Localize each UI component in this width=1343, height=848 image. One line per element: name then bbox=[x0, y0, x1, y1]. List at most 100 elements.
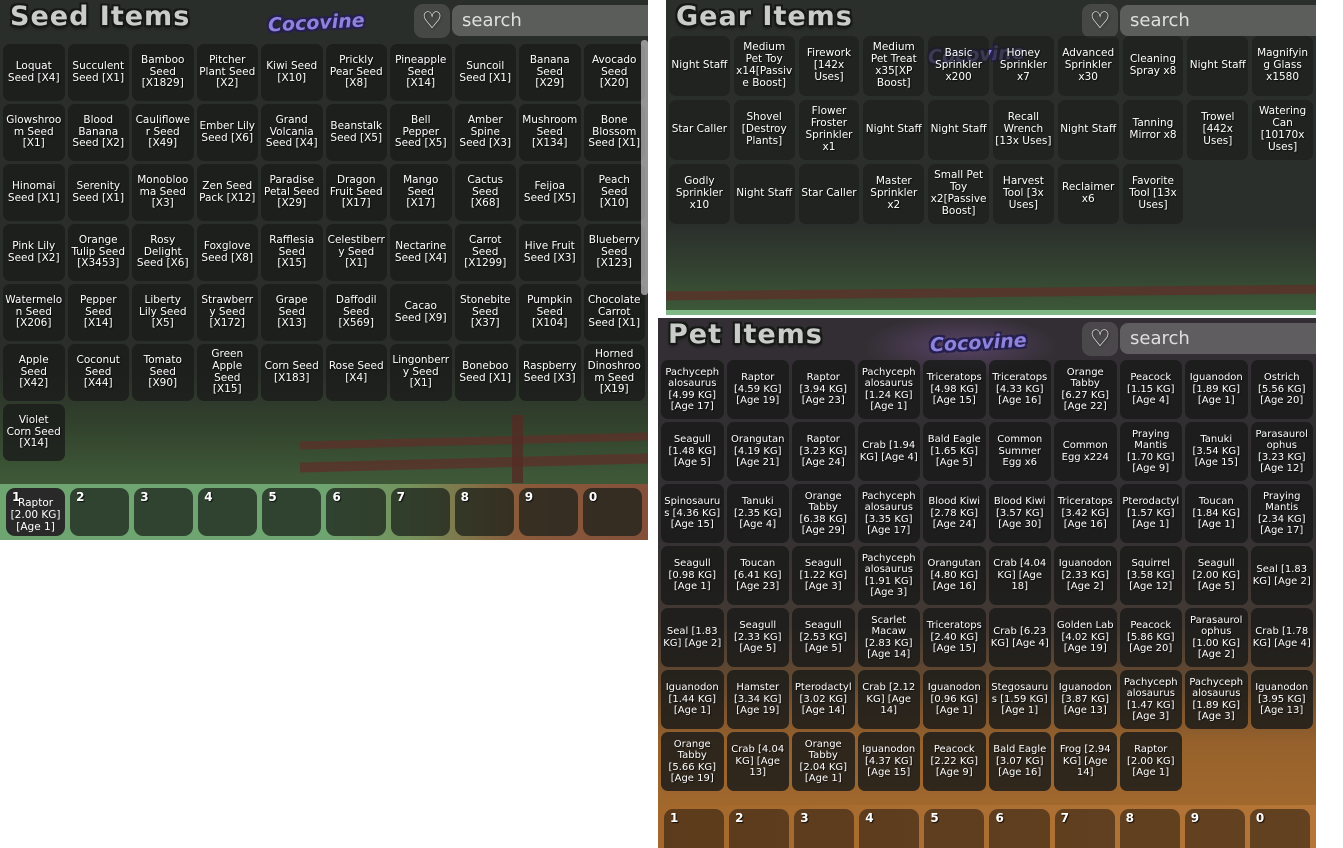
item-tile[interactable]: Mango Seed [X17] bbox=[390, 164, 452, 221]
item-tile[interactable]: Golden Lab [4.02 KG] [Age 19] bbox=[1054, 608, 1117, 667]
item-tile[interactable]: Loquat Seed [X4] bbox=[3, 44, 65, 101]
item-tile[interactable]: Orangutan [4.80 KG] [Age 16] bbox=[923, 546, 986, 605]
item-tile[interactable]: Honey Sprinkler x7 bbox=[992, 36, 1054, 96]
hotbar-slot[interactable]: 7 bbox=[1054, 809, 1115, 848]
item-tile[interactable]: Tanning Mirror x8 bbox=[1122, 100, 1184, 160]
item-tile[interactable]: Pineapple Seed [X14] bbox=[390, 44, 452, 101]
item-tile[interactable]: Mushroom Seed [X134] bbox=[519, 104, 581, 161]
item-tile[interactable]: Squirrel [3.58 KG] [Age 12] bbox=[1119, 546, 1182, 605]
item-tile[interactable]: Pterodactyl [1.57 KG] [Age 1] bbox=[1119, 484, 1182, 543]
favorites-heart-button[interactable]: ♡ bbox=[1082, 322, 1118, 356]
hotbar-slot[interactable]: 1 Raptor [2.00 KG] [Age 1] bbox=[6, 488, 66, 536]
item-tile[interactable]: Frog [2.94 KG] [Age 14] bbox=[1054, 732, 1117, 791]
item-tile[interactable]: Bell Pepper Seed [X5] bbox=[390, 104, 452, 161]
item-tile[interactable]: Bald Eagle [3.07 KG] [Age 16] bbox=[988, 732, 1051, 791]
item-tile[interactable]: Coconut Seed [X44] bbox=[67, 344, 129, 401]
item-tile[interactable]: Pachycephalosaurus [1.47 KG] [Age 3] bbox=[1119, 670, 1182, 729]
item-tile[interactable]: Night Staff bbox=[1187, 36, 1249, 96]
item-tile[interactable]: Rafflesia Seed [X15] bbox=[261, 224, 323, 281]
item-tile[interactable]: Peacock [2.22 KG] [Age 9] bbox=[923, 732, 986, 791]
item-tile[interactable]: Foxglove Seed [X8] bbox=[196, 224, 258, 281]
item-tile[interactable]: Ostrich [5.56 KG] [Age 20] bbox=[1250, 360, 1313, 419]
item-tile[interactable]: Parasaurolophus [3.23 KG] [Age 12] bbox=[1250, 422, 1313, 481]
hotbar-slot[interactable]: 2 bbox=[729, 809, 790, 848]
item-tile[interactable]: Triceratops [3.42 KG] [Age 16] bbox=[1054, 484, 1117, 543]
item-tile[interactable]: Iguanodon [1.44 KG] [Age 1] bbox=[661, 670, 724, 729]
item-tile[interactable]: Tanuki [3.54 KG] [Age 15] bbox=[1185, 422, 1248, 481]
item-tile[interactable]: Recall Wrench [13x Uses] bbox=[992, 100, 1054, 160]
item-tile[interactable]: Scarlet Macaw [2.83 KG] [Age 14] bbox=[857, 608, 920, 667]
item-tile[interactable]: Stegosaurus [1.59 KG] [Age 1] bbox=[988, 670, 1051, 729]
item-tile[interactable]: Iguanodon [1.89 KG] [Age 1] bbox=[1185, 360, 1248, 419]
item-tile[interactable]: Crab [2.12 KG] [Age 14] bbox=[857, 670, 920, 729]
item-tile[interactable]: Night Staff bbox=[863, 100, 925, 160]
item-tile[interactable]: Reclaimer x6 bbox=[1057, 164, 1119, 224]
hotbar-slot[interactable]: 7 bbox=[390, 488, 450, 536]
hotbar-slot[interactable]: 0 bbox=[582, 488, 642, 536]
item-tile[interactable]: Pachycephalosaurus [1.89 KG] [Age 3] bbox=[1185, 670, 1248, 729]
item-tile[interactable]: Boneboo Seed [X1] bbox=[454, 344, 516, 401]
item-tile[interactable]: Toucan [6.41 KG] [Age 23] bbox=[726, 546, 789, 605]
item-tile[interactable]: Basic Sprinkler x200 bbox=[928, 36, 989, 96]
item-tile[interactable]: Hamster [3.34 KG] [Age 19] bbox=[726, 670, 789, 729]
item-tile[interactable]: Monoblooma Seed [X3] bbox=[132, 164, 194, 221]
item-tile[interactable]: Triceratops [4.98 KG] [Age 15] bbox=[923, 360, 986, 419]
item-tile[interactable]: Grand Volcania Seed [X4] bbox=[261, 104, 323, 161]
hotbar-slot[interactable]: 9 bbox=[1184, 809, 1245, 848]
hotbar-slot[interactable]: 8 bbox=[454, 488, 514, 536]
item-tile[interactable]: Hive Fruit Seed [X3] bbox=[519, 224, 581, 281]
item-tile[interactable]: Cleaning Spray x8 bbox=[1122, 36, 1184, 96]
item-tile[interactable]: Prickly Pear Seed [X8] bbox=[325, 44, 387, 101]
item-tile[interactable]: Green Apple Seed [X15] bbox=[196, 344, 258, 401]
item-tile[interactable]: Crab [4.04 KG] [Age 13] bbox=[726, 732, 789, 791]
hotbar-slot[interactable]: 4 bbox=[859, 809, 920, 848]
item-tile[interactable]: Advanced Sprinkler x30 bbox=[1057, 36, 1119, 96]
item-tile[interactable]: Orange Tabby [6.38 KG] [Age 29] bbox=[792, 484, 855, 543]
item-tile[interactable]: Orangutan [4.19 KG] [Age 21] bbox=[726, 422, 789, 481]
item-tile[interactable]: Flower Froster Sprinkler x1 bbox=[798, 100, 860, 160]
item-tile[interactable]: Beanstalk Seed [X5] bbox=[325, 104, 387, 161]
item-tile[interactable]: Raptor [2.00 KG] [Age 1] bbox=[1119, 732, 1182, 791]
item-tile[interactable]: Horned Dinoshroom Seed [X19] bbox=[583, 344, 645, 401]
item-tile[interactable]: Peach Seed [X10] bbox=[583, 164, 645, 221]
favorites-heart-button[interactable]: ♡ bbox=[1082, 4, 1118, 38]
item-tile[interactable]: Daffodil Seed [X569] bbox=[325, 284, 387, 341]
item-tile[interactable]: Blood Kiwi [2.78 KG] [Age 24] bbox=[923, 484, 986, 543]
item-tile[interactable]: Carrot Seed [X1299] bbox=[454, 224, 516, 281]
item-tile[interactable]: Peacock [5.86 KG] [Age 20] bbox=[1119, 608, 1182, 667]
item-tile[interactable]: Serenity Seed [X1] bbox=[67, 164, 129, 221]
item-tile[interactable]: Orange Tabby [6.27 KG] [Age 22] bbox=[1054, 360, 1117, 419]
hotbar-slot[interactable]: 3 bbox=[794, 809, 855, 848]
favorites-heart-button[interactable]: ♡ bbox=[414, 4, 450, 38]
item-tile[interactable]: Chocolate Carrot Seed [X1] bbox=[583, 284, 645, 341]
item-tile[interactable]: Master Sprinkler x2 bbox=[863, 164, 925, 224]
item-tile[interactable]: Succulent Seed [X1] bbox=[67, 44, 129, 101]
hotbar-slot[interactable]: 1 bbox=[664, 809, 725, 848]
item-tile[interactable]: Raspberry Seed [X3] bbox=[519, 344, 581, 401]
item-tile[interactable]: Pachycephalosaurus [4.99 KG] [Age 17] bbox=[661, 360, 724, 419]
hotbar-slot[interactable]: 5 bbox=[262, 488, 322, 536]
seed-search-input[interactable] bbox=[452, 5, 648, 36]
item-tile[interactable]: Praying Mantis [1.70 KG] [Age 9] bbox=[1119, 422, 1182, 481]
gear-search-input[interactable] bbox=[1120, 5, 1316, 36]
item-tile[interactable]: Tomato Seed [X90] bbox=[132, 344, 194, 401]
item-tile[interactable]: Rosy Delight Seed [X6] bbox=[132, 224, 194, 281]
hotbar-slot[interactable]: 5 bbox=[924, 809, 985, 848]
item-tile[interactable]: Pepper Seed [X14] bbox=[67, 284, 129, 341]
item-tile[interactable]: Seagull [1.48 KG] [Age 5] bbox=[661, 422, 724, 481]
item-tile[interactable]: Triceratops [2.40 KG] [Age 15] bbox=[923, 608, 986, 667]
item-tile[interactable]: Seagull [0.98 KG] [Age 1] bbox=[661, 546, 724, 605]
item-tile[interactable]: Suncoil Seed [X1] bbox=[454, 44, 516, 101]
item-tile[interactable]: Crab [6.23 KG] [Age 4] bbox=[988, 608, 1051, 667]
item-tile[interactable]: Bone Blossom Seed [X1] bbox=[583, 104, 645, 161]
item-tile[interactable]: Orange Tabby [2.04 KG] [Age 1] bbox=[792, 732, 855, 791]
hotbar-slot[interactable]: 3 bbox=[134, 488, 194, 536]
item-tile[interactable]: Rose Seed [X4] bbox=[325, 344, 387, 401]
item-tile[interactable]: Avocado Seed [X20] bbox=[583, 44, 645, 101]
item-tile[interactable]: Nectarine Seed [X4] bbox=[390, 224, 452, 281]
item-tile[interactable]: Toucan [1.84 KG] [Age 1] bbox=[1185, 484, 1248, 543]
item-tile[interactable]: Blueberry Seed [X123] bbox=[583, 224, 645, 281]
item-tile[interactable]: Night Staff bbox=[669, 36, 730, 96]
item-tile[interactable]: Ember Lily Seed [X6] bbox=[196, 104, 258, 161]
item-tile[interactable]: Pitcher Plant Seed [X2] bbox=[196, 44, 258, 101]
